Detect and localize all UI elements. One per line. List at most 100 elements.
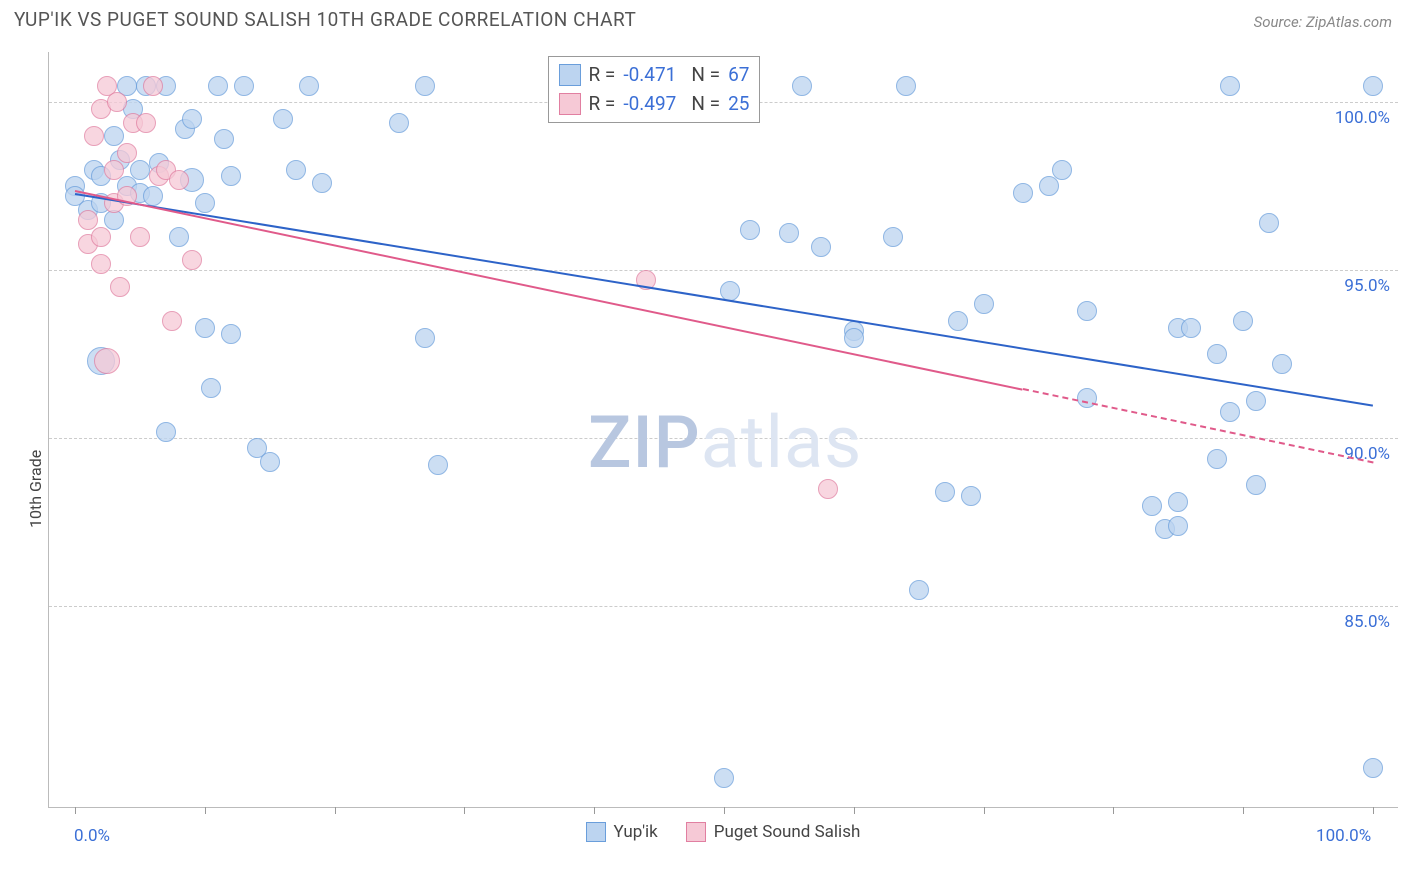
data-point — [136, 113, 156, 133]
data-point — [221, 166, 241, 186]
source-label: Source: ZipAtlas.com — [1254, 13, 1392, 31]
y-tick-label: 100.0% — [1335, 108, 1390, 128]
data-point — [1168, 516, 1188, 536]
legend-swatch — [559, 64, 581, 86]
legend-item: Yup'ik — [586, 822, 658, 842]
chart-title: YUP'IK VS PUGET SOUND SALISH 10TH GRADE … — [14, 8, 636, 31]
legend-row: R = -0.497 N = 25 — [559, 90, 750, 119]
plot-area: 85.0%90.0%95.0%100.0% — [48, 52, 1398, 808]
data-point — [94, 348, 120, 374]
trend-line — [1022, 388, 1373, 463]
correlation-legend: R = -0.471 N = 67R = -0.497 N = 25 — [548, 56, 761, 123]
r-label: R = — [589, 90, 616, 119]
data-point — [130, 227, 150, 247]
data-point — [130, 160, 150, 180]
data-point — [91, 254, 111, 274]
data-point — [428, 455, 448, 475]
x-tick — [1243, 807, 1244, 814]
x-tick — [984, 807, 985, 814]
data-point — [1013, 183, 1033, 203]
data-point — [273, 109, 293, 129]
data-point — [714, 768, 734, 788]
data-point — [182, 109, 202, 129]
n-value: 25 — [728, 90, 749, 119]
data-point — [162, 311, 182, 331]
data-point — [234, 76, 254, 96]
x-tick-label: 100.0% — [1316, 826, 1371, 846]
data-point — [961, 486, 981, 506]
data-point — [286, 160, 306, 180]
n-label: N = — [691, 90, 720, 119]
data-point — [1363, 76, 1383, 96]
data-point — [169, 227, 189, 247]
data-point — [1142, 496, 1162, 516]
data-point — [1272, 354, 1292, 374]
data-point — [201, 378, 221, 398]
data-point — [1246, 391, 1266, 411]
r-value: -0.471 — [623, 61, 683, 90]
data-point — [260, 452, 280, 472]
data-point — [1077, 301, 1097, 321]
legend-swatch — [686, 822, 706, 842]
legend-swatch — [559, 93, 581, 115]
data-point — [1233, 311, 1253, 331]
legend-swatch — [586, 822, 606, 842]
y-axis-title: 10th Grade — [26, 450, 45, 528]
data-point — [818, 479, 838, 499]
data-point — [299, 76, 319, 96]
data-point — [104, 126, 124, 146]
data-point — [1363, 758, 1383, 778]
data-point — [107, 92, 127, 112]
data-point — [935, 482, 955, 502]
data-point — [948, 311, 968, 331]
data-point — [720, 281, 740, 301]
data-point — [1259, 213, 1279, 233]
legend-item: Puget Sound Salish — [686, 822, 861, 842]
y-tick-label: 95.0% — [1344, 276, 1390, 296]
r-label: R = — [589, 61, 616, 90]
gridline — [49, 270, 1398, 271]
data-point — [909, 580, 929, 600]
data-point — [811, 237, 831, 257]
x-tick — [335, 807, 336, 814]
legend-label: Puget Sound Salish — [714, 822, 861, 842]
data-point — [110, 277, 130, 297]
data-point — [1168, 492, 1188, 512]
data-point — [974, 294, 994, 314]
x-tick — [724, 807, 725, 814]
data-point — [78, 210, 98, 230]
chart-container: YUP'IK VS PUGET SOUND SALISH 10TH GRADE … — [0, 0, 1406, 892]
x-tick — [464, 807, 465, 814]
x-tick-label: 0.0% — [74, 826, 110, 846]
data-point — [143, 76, 163, 96]
x-tick — [1373, 807, 1374, 814]
data-point — [91, 227, 111, 247]
series-legend: Yup'ik Puget Sound Salish — [586, 822, 861, 842]
data-point — [84, 126, 104, 146]
data-point — [1220, 402, 1240, 422]
trend-line — [75, 193, 1373, 407]
gridline — [49, 606, 1398, 607]
n-value: 67 — [728, 61, 749, 90]
data-point — [195, 193, 215, 213]
data-point — [1207, 449, 1227, 469]
trend-line — [75, 190, 1023, 391]
y-tick-label: 85.0% — [1344, 612, 1390, 632]
data-point — [312, 173, 332, 193]
data-point — [1181, 318, 1201, 338]
data-point — [415, 76, 435, 96]
data-point — [117, 143, 137, 163]
data-point — [844, 328, 864, 348]
data-point — [415, 328, 435, 348]
data-point — [389, 113, 409, 133]
r-value: -0.497 — [623, 90, 683, 119]
data-point — [104, 160, 124, 180]
data-point — [1207, 344, 1227, 364]
data-point — [1220, 76, 1240, 96]
data-point — [1052, 160, 1072, 180]
data-point — [195, 318, 215, 338]
header: YUP'IK VS PUGET SOUND SALISH 10TH GRADE … — [0, 0, 1406, 37]
legend-row: R =-0.471N =67 — [559, 61, 750, 90]
x-tick — [854, 807, 855, 814]
data-point — [792, 76, 812, 96]
